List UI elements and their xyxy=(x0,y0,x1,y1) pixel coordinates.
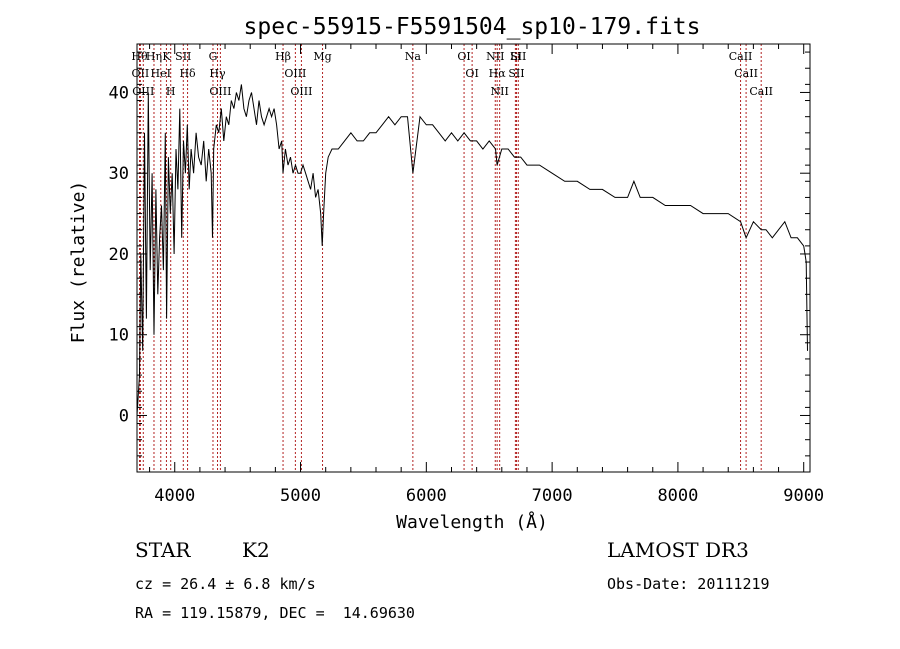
x-tick-label-2: 6000 xyxy=(406,486,447,506)
line-label-1: OII xyxy=(132,67,150,80)
line-label-25: CaII xyxy=(729,50,753,63)
line-label-9: G xyxy=(209,50,218,63)
line-label-21: NII xyxy=(491,85,509,98)
line-label-19: NII xyxy=(486,50,504,63)
line-label-8: Hδ xyxy=(179,67,196,80)
line-label-13: OIII xyxy=(284,67,306,80)
line-label-4: HeI xyxy=(151,67,171,80)
y-tick-label-0: 0 xyxy=(119,406,129,426)
y-tick-label-3: 30 xyxy=(109,164,129,184)
spectrum-series xyxy=(136,84,808,416)
line-label-14: OIII xyxy=(290,85,312,98)
x-axis-label: Wavelength (Å) xyxy=(396,511,548,533)
emission-line-markers xyxy=(139,44,762,472)
x-tick-label-4: 8000 xyxy=(657,486,698,506)
line-label-11: OIII xyxy=(209,85,231,98)
x-axis: 4000 5000 6000 7000 8000 9000 xyxy=(149,44,824,506)
line-label-15: Mg xyxy=(313,50,331,63)
y-tick-label-4: 40 xyxy=(109,83,129,103)
coordinates: RA = 119.15879, DEC = 14.69630 xyxy=(135,604,415,622)
object-subclass: K2 xyxy=(242,538,270,562)
y-axis: 0 10 20 30 40 xyxy=(109,51,810,457)
line-label-3: Hη xyxy=(146,50,162,63)
y-tick-label-2: 20 xyxy=(109,245,129,265)
y-tick-label-1: 10 xyxy=(109,326,129,346)
line-label-17: OI xyxy=(457,50,470,63)
line-label-26: CaII xyxy=(734,67,758,80)
line-label-12: Hβ xyxy=(275,50,291,63)
survey-name: LAMOST DR3 xyxy=(607,538,749,562)
x-tick-label-3: 7000 xyxy=(532,486,573,506)
x-tick-label-1: 5000 xyxy=(280,486,321,506)
x-tick-label-0: 4000 xyxy=(154,486,195,506)
line-label-2: OIII xyxy=(132,85,154,98)
x-tick-label-5: 9000 xyxy=(783,486,824,506)
line-label-18: OI xyxy=(465,67,478,80)
line-label-10: Hγ xyxy=(209,67,226,80)
line-label-6: H xyxy=(166,85,176,98)
emission-line-labels: Hθ OII OIII Hη HeI K H SII Hδ G Hγ OIII Hβ OIII OIII Mg… xyxy=(131,50,773,98)
line-label-24: SII xyxy=(510,50,526,63)
spectrum-line xyxy=(136,84,808,416)
y-axis-label: Flux (relative) xyxy=(68,181,89,344)
line-label-16: Na xyxy=(405,50,422,63)
redshift-velocity: cz = 26.4 ± 6.8 km/s xyxy=(135,575,316,593)
line-label-22: Li xyxy=(510,50,521,63)
object-class: STAR xyxy=(135,538,191,562)
chart-title: spec-55915-F5591504_sp10-179.fits xyxy=(244,14,701,40)
line-label-27: CaII xyxy=(749,85,773,98)
line-label-0: Hθ xyxy=(131,50,148,63)
line-label-7: SII xyxy=(175,50,191,63)
plot-frame xyxy=(136,43,811,473)
line-label-20: Hα xyxy=(489,67,507,80)
line-label-23: SII xyxy=(508,67,524,80)
observation-date: Obs-Date: 20111219 xyxy=(607,575,770,593)
line-label-5: K xyxy=(162,50,171,63)
